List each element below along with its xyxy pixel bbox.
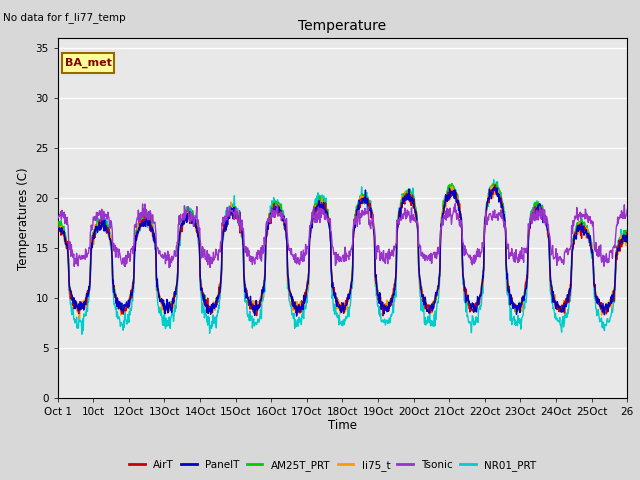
X-axis label: Time: Time — [328, 419, 357, 432]
Legend: AirT, PanelT, AM25T_PRT, li75_t, Tsonic, NR01_PRT: AirT, PanelT, AM25T_PRT, li75_t, Tsonic,… — [125, 456, 541, 475]
Text: BA_met: BA_met — [65, 58, 111, 68]
Text: No data for f_li77_temp: No data for f_li77_temp — [3, 12, 126, 23]
Y-axis label: Temperatures (C): Temperatures (C) — [17, 167, 30, 270]
Title: Temperature: Temperature — [298, 19, 387, 33]
FancyBboxPatch shape — [62, 52, 114, 73]
